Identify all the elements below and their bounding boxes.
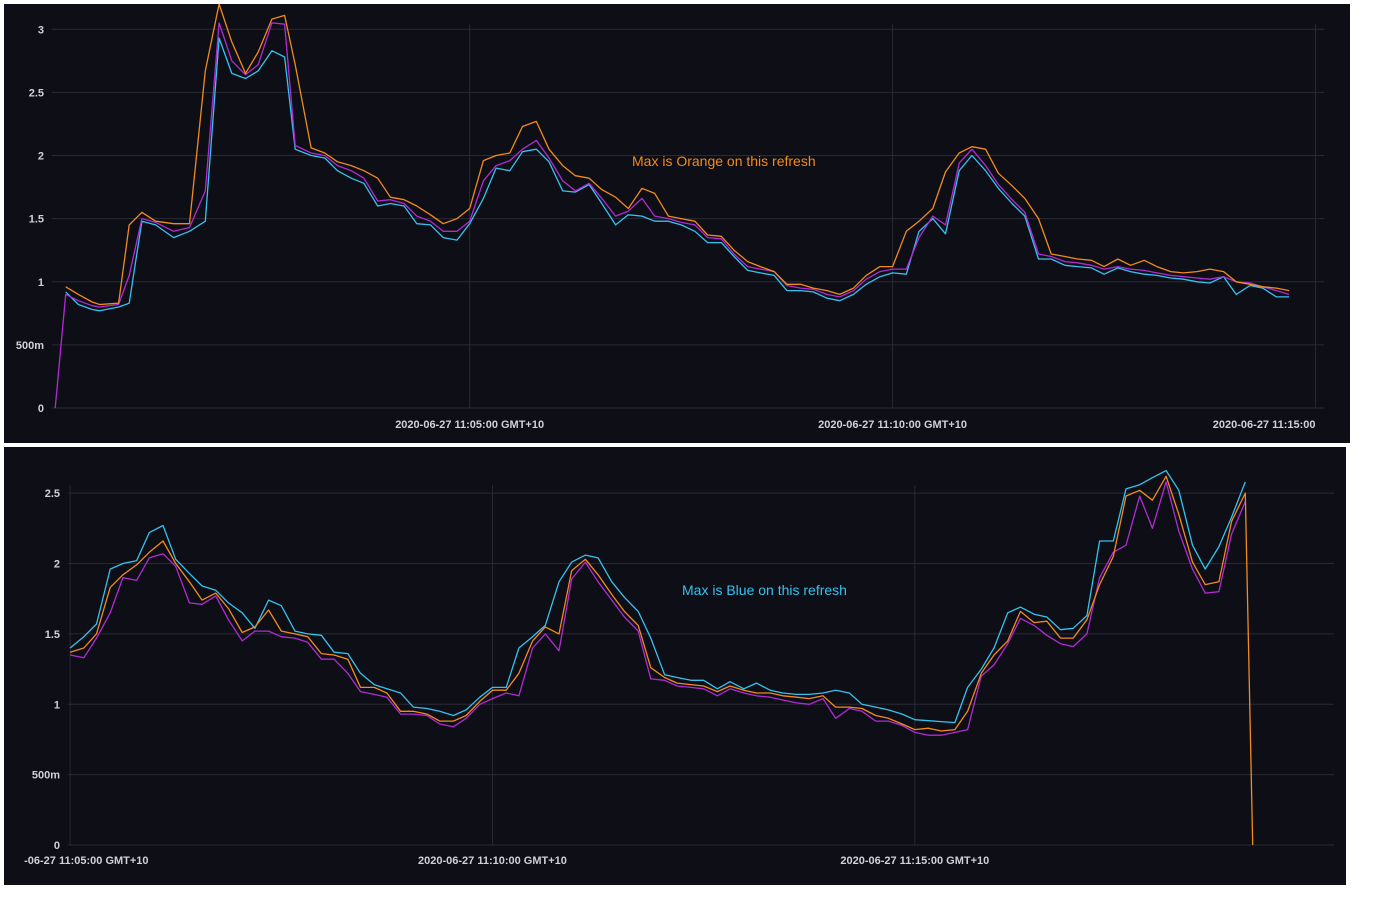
bottom-line-chart: 0 500m 1 1.5 2 2.5 -06-27 11:05:00 GMT+10 2020-… <box>24 469 1334 867</box>
bottom-y-tick-label: 500m <box>32 770 60 782</box>
bottom-y-tick-label: 1 <box>54 699 60 711</box>
bottom-series-line-0 <box>69 469 1246 724</box>
top-series-line-0 <box>65 37 1290 312</box>
top-y-tick-label: 0 <box>38 403 44 415</box>
bottom-chart-panel: 0 500m 1 1.5 2 2.5 -06-27 11:05:00 GMT+10 2020-… <box>4 447 1346 885</box>
bottom-y-tick-label: 0 <box>54 840 60 852</box>
top-y-tick-label: 1 <box>38 277 44 289</box>
bottom-y-tick-label: 2.5 <box>45 488 60 500</box>
top-y-tick-label: 3 <box>38 24 44 36</box>
bottom-x-tick-label: -06-27 11:05:00 GMT+10 <box>24 855 148 867</box>
bottom-y-tick-label: 2 <box>54 559 60 571</box>
top-y-tick-label: 2.5 <box>29 87 44 99</box>
top-x-tick-label: 2020-06-27 11:10:00 GMT+10 <box>818 419 967 431</box>
bottom-x-tick-label: 2020-06-27 11:15:00 GMT+10 <box>840 855 989 867</box>
top-y-tick-label: 1.5 <box>29 214 44 226</box>
top-x-tick-label: 2020-06-27 11:15:00 <box>1213 419 1316 431</box>
top-y-tick-label: 2 <box>38 151 44 163</box>
top-annotation: Max is Orange on this refresh <box>632 153 816 169</box>
top-y-tick-label: 500m <box>16 340 44 352</box>
bottom-annotation: Max is Blue on this refresh <box>682 582 847 598</box>
bottom-series-line-1 <box>69 481 1246 736</box>
bottom-y-tick-label: 1.5 <box>45 629 60 641</box>
bottom-x-tick-label: 2020-06-27 11:10:00 GMT+10 <box>418 855 567 867</box>
top-x-tick-label: 2020-06-27 11:05:00 GMT+10 <box>395 419 544 431</box>
top-series-line-1 <box>54 22 1290 409</box>
top-line-chart: 0 500m 1 1.5 2 2.5 3 2020-06-27 11:05:00 GMT+10… <box>16 4 1324 431</box>
bottom-series-line-2 <box>69 475 1254 846</box>
top-chart-panel: 0 500m 1 1.5 2 2.5 3 2020-06-27 11:05:00 GMT+10… <box>4 4 1350 443</box>
top-series-line-2 <box>65 4 1290 306</box>
